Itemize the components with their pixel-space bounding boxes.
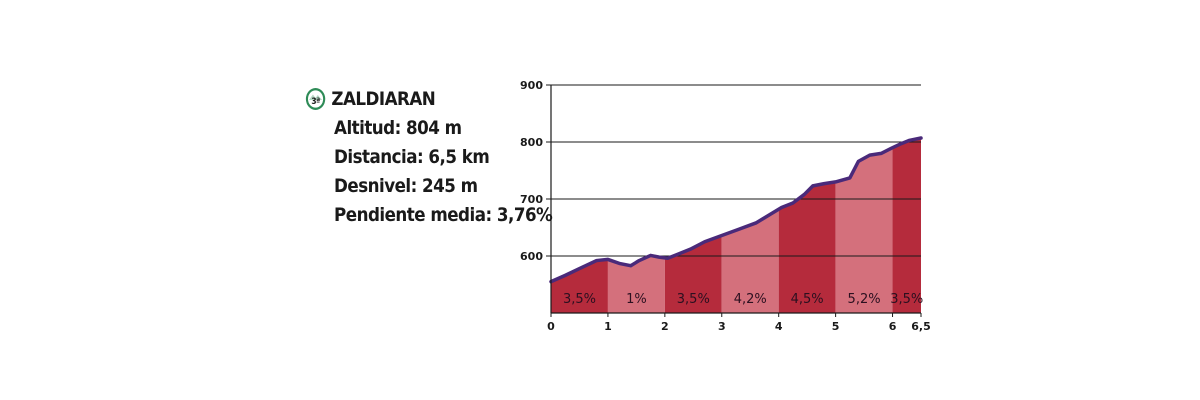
category-label: 3ª: [311, 96, 319, 106]
segment-gradient-label-3: 3,5%: [677, 292, 710, 307]
x-tick-label-2: 2: [661, 320, 669, 333]
climb-info: 3ª ZALDIARAN Altitud: 804 m Distancia: 6…: [305, 84, 586, 229]
segment-gradient-label-7: 3,5%: [890, 292, 923, 307]
gradient-segment-1: [551, 259, 608, 313]
altitude-line: Altitud: 804 m: [334, 116, 462, 139]
mountain-category-icon: 3ª: [305, 87, 326, 110]
y-tick-label-900: 900: [520, 79, 543, 92]
x-tick-label-4: 4: [775, 320, 783, 333]
y-tick-label-700: 700: [520, 193, 543, 206]
x-tick-label-6,5: 6,5: [911, 320, 931, 333]
grid-lines: [551, 84, 921, 257]
gradient-segments: [551, 138, 921, 313]
x-tick-label-0: 0: [547, 320, 555, 333]
segment-gradient-label-6: 5,2%: [848, 292, 881, 307]
profile-line: [549, 136, 923, 284]
distance-line: Distancia: 6,5 km: [334, 145, 490, 168]
axes: 600 700 800 900 0 1 2 3 4 5 6 6,5: [520, 79, 931, 333]
climb-name: ZALDIARAN: [331, 87, 436, 110]
segment-gradient-label-5: 4,5%: [791, 292, 824, 307]
x-tick-label-6: 6: [889, 320, 897, 333]
average-gradient-line: Pendiente media: 3,76%: [334, 203, 553, 226]
gradient-segment-5: [778, 181, 836, 313]
gradient-segment-7: [892, 138, 921, 313]
segment-labels: 3,5% 1% 3,5% 4,2% 4,5% 5,2% 3,5%: [563, 292, 923, 307]
x-tick-label-5: 5: [832, 320, 840, 333]
x-tick-label-1: 1: [604, 320, 612, 333]
segment-gradient-label-4: 4,2%: [734, 292, 767, 307]
gradient-segment-4: [721, 209, 779, 313]
gradient-segment-2: [607, 255, 665, 313]
gradient-segment-6: [835, 147, 893, 313]
segment-gradient-label-1: 3,5%: [563, 292, 596, 307]
elevation-gain-line: Desnivel: 245 m: [334, 174, 478, 197]
y-tick-label-800: 800: [520, 136, 543, 149]
x-tick-label-3: 3: [718, 320, 726, 333]
climb-title-row: 3ª ZALDIARAN: [305, 84, 552, 113]
y-tick-label-600: 600: [520, 250, 543, 263]
segment-gradient-label-2: 1%: [626, 292, 647, 307]
profile-line-group: [549, 136, 923, 284]
